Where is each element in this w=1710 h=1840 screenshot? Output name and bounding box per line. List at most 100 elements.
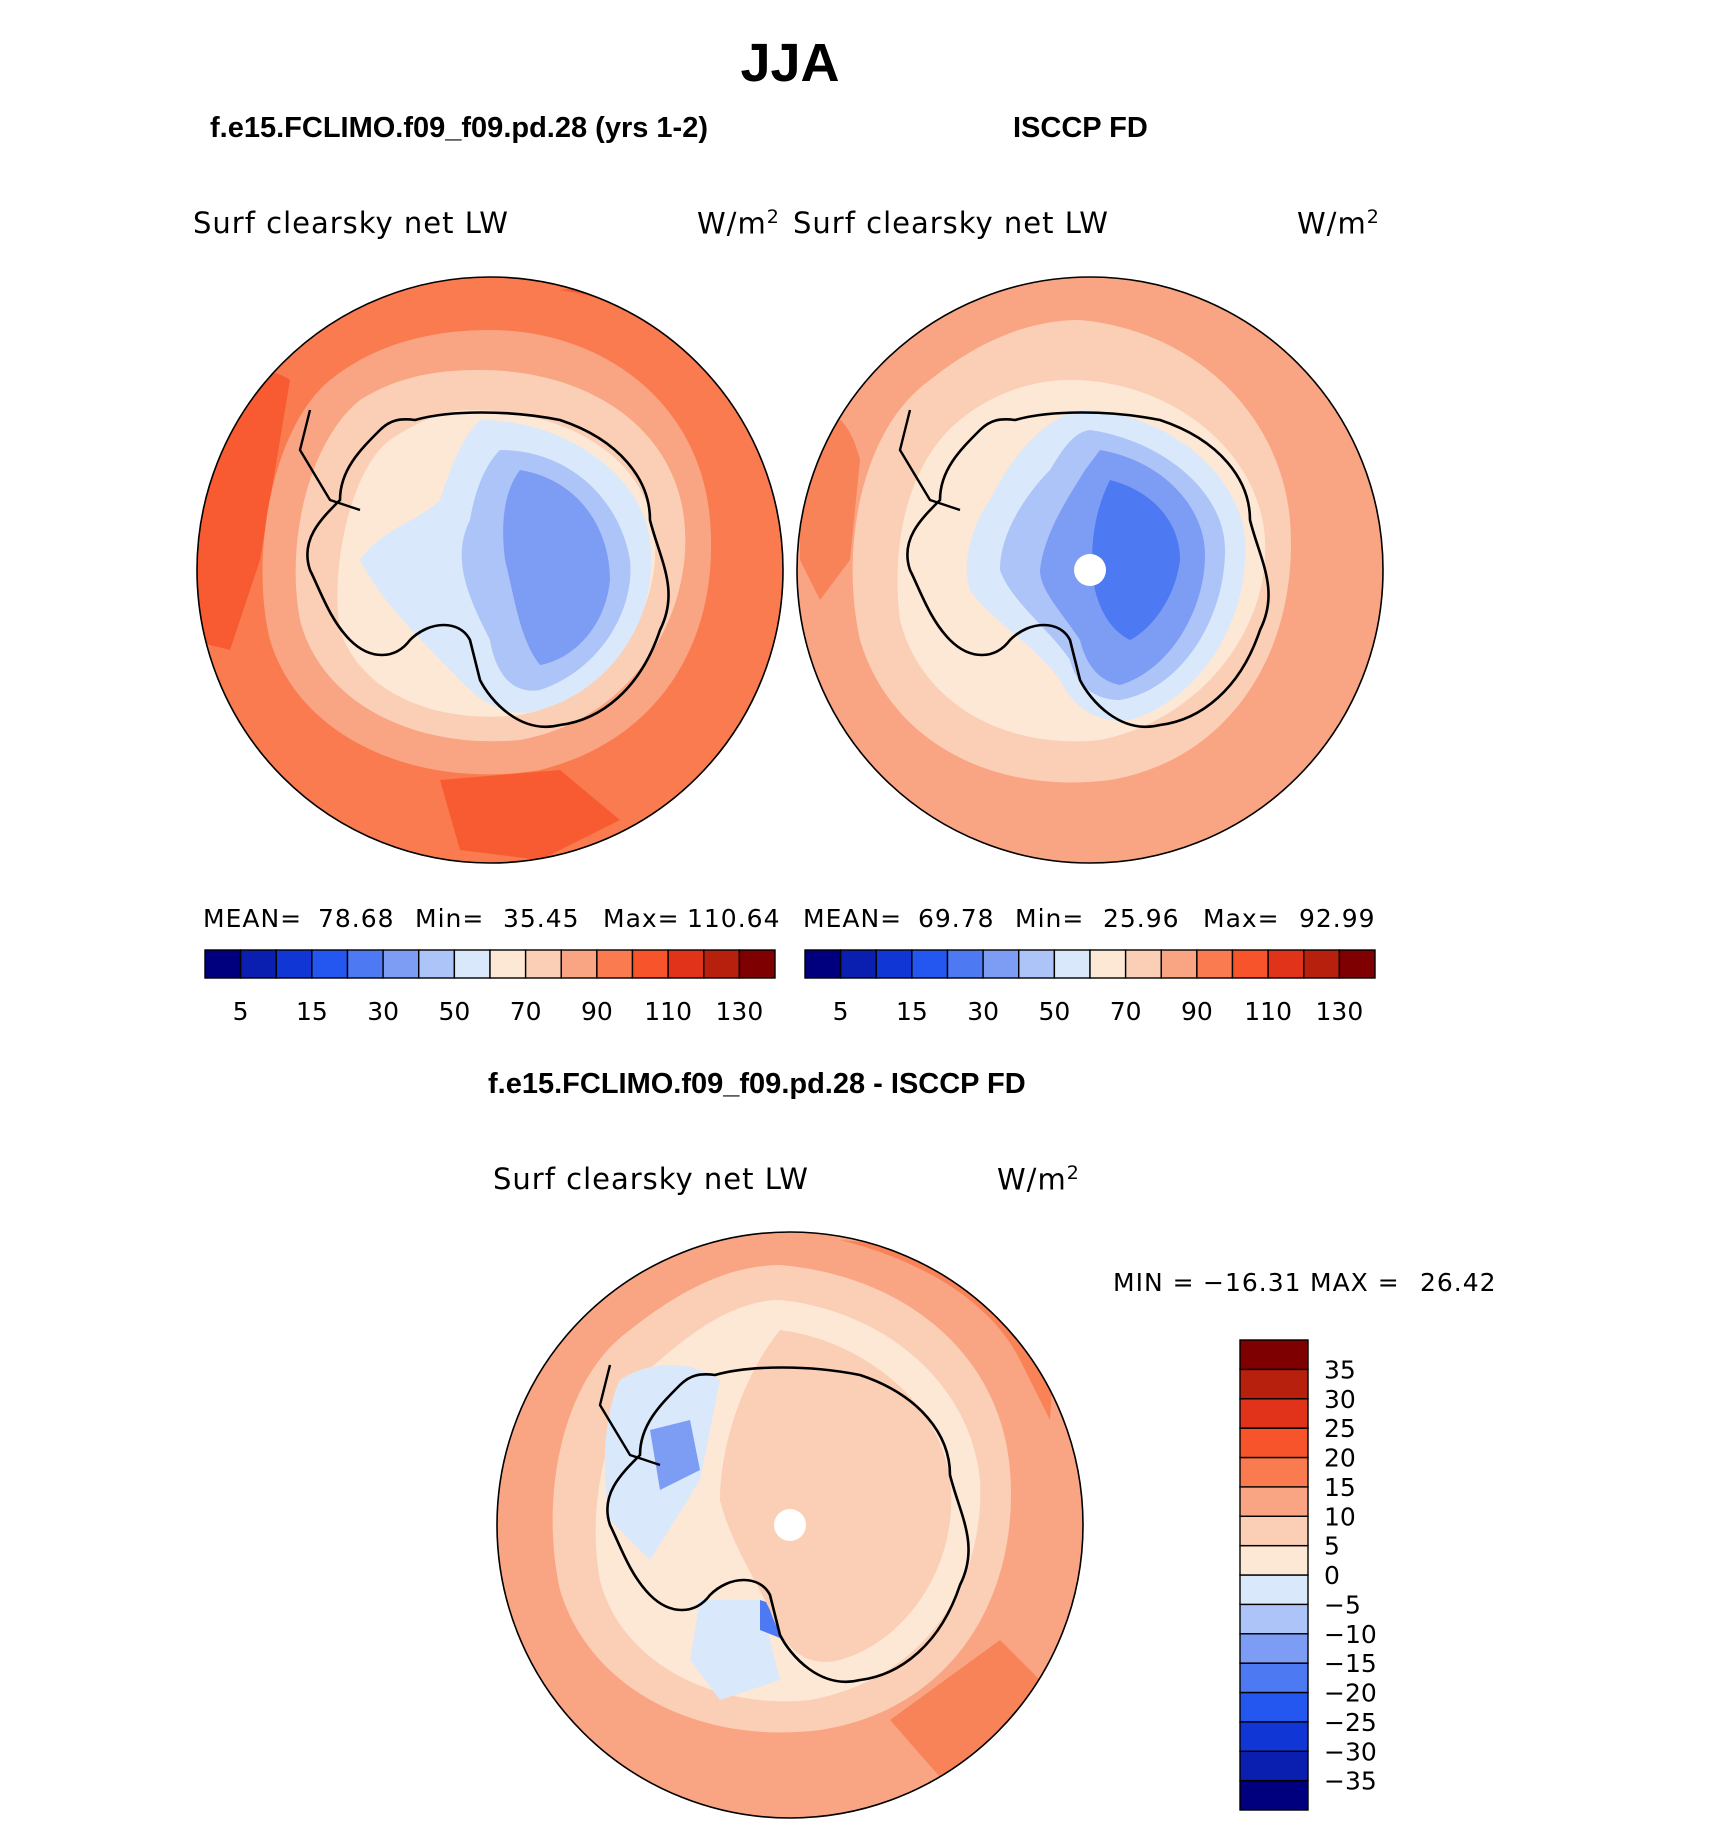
panel-1-colorbar-tick-label: 110 xyxy=(644,997,692,1026)
panel-2-colorbar-swatch xyxy=(911,949,949,979)
panel-2-colorbar-swatch xyxy=(982,949,1020,979)
panel-3-colorbar-tick-label: 20 xyxy=(1324,1444,1356,1473)
panel-3-colorbar-tick-label: −5 xyxy=(1324,1590,1361,1619)
panel-1-colorbar-swatch xyxy=(524,949,562,979)
panel-2-variable-label: Surf clearsky net LW xyxy=(793,206,1109,240)
panel-1-colorbar-swatch xyxy=(311,949,349,979)
panel-3-colorbar-swatch xyxy=(1239,1691,1309,1723)
panel-1-colorbar-swatch xyxy=(560,949,598,979)
panel-3-variable-label: Surf clearsky net LW xyxy=(493,1162,809,1196)
panel-3-colorbar-tick-label: −30 xyxy=(1324,1737,1377,1766)
panel-2-colorbar-tick-label: 15 xyxy=(896,997,928,1026)
panel-1-units: W/m2 xyxy=(697,206,780,241)
panel-3-colorbar-tick-label: 0 xyxy=(1324,1561,1340,1590)
panel-3-colorbar-swatch xyxy=(1239,1339,1309,1371)
panel-3-min-label: MIN = xyxy=(1113,1268,1195,1297)
panel-3-colorbar-swatch xyxy=(1239,1779,1309,1811)
panel-3-colorbar-tick-label: −35 xyxy=(1324,1767,1377,1796)
panel-1-colorbar-swatch xyxy=(489,949,527,979)
panel-2-min-label: Min= xyxy=(1015,904,1085,933)
panel-3-colorbar-swatch xyxy=(1239,1368,1309,1400)
panel-1-colorbar-swatch xyxy=(346,949,384,979)
panel-1-max-label: Max= xyxy=(603,904,680,933)
panel-3-colorbar-swatch xyxy=(1239,1750,1309,1782)
panel-2-colorbar-tick-label: 5 xyxy=(833,997,849,1026)
panel-3-colorbar-swatch xyxy=(1239,1721,1309,1752)
panel-2-colorbar-swatch xyxy=(1124,949,1162,979)
panel-1-colorbar-swatch xyxy=(596,949,634,979)
panel-2-colorbar-swatch xyxy=(1303,949,1341,979)
panel-2-mean-value: 69.78 xyxy=(918,904,995,933)
panel-2-colorbar-swatch xyxy=(875,949,913,979)
panel-3-colorbar-swatch xyxy=(1239,1662,1309,1694)
panel-3-colorbar-swatch xyxy=(1239,1427,1309,1459)
panel-1-variable-label: Surf clearsky net LW xyxy=(193,206,509,240)
panel-1-colorbar-swatch xyxy=(275,949,313,979)
panel-3-colorbar-swatch xyxy=(1239,1456,1309,1488)
panel-2-max-value: 92.99 xyxy=(1299,904,1376,933)
panel-3-colorbar-swatch xyxy=(1239,1574,1309,1606)
panel-1-colorbar-tick-label: 90 xyxy=(581,997,613,1026)
panel-2-colorbar-tick-label: 50 xyxy=(1038,997,1070,1026)
panel-1-colorbar-swatch xyxy=(382,949,420,979)
panel-1-colorbar-tick-label: 30 xyxy=(367,997,399,1026)
panel-1-colorbar-swatch xyxy=(631,949,669,979)
panel-1-colorbar-swatch xyxy=(667,949,705,979)
panel-2-colorbar-swatch xyxy=(1196,949,1234,979)
panel-1-mean-label: MEAN= xyxy=(203,904,303,933)
panel-2-colorbar-tick-label: 30 xyxy=(967,997,999,1026)
panel-3-colorbar-swatch xyxy=(1239,1603,1309,1635)
panel-2-units: W/m2 xyxy=(1297,206,1380,241)
panel-3-colorbar-tick-label: −25 xyxy=(1324,1708,1377,1737)
panel-1-colorbar-swatch xyxy=(703,949,741,979)
panel-1-min-label: Min= xyxy=(415,904,485,933)
panel-3-colorbar-tick-label: 25 xyxy=(1324,1414,1356,1443)
panel-2-colorbar-tick-label: 110 xyxy=(1244,997,1292,1026)
panel-1-colorbar-swatch xyxy=(239,949,277,979)
panel-2-colorbar-swatch xyxy=(1053,949,1091,979)
panel-2-colorbar-tick-label: 130 xyxy=(1316,997,1364,1026)
panel-2-min-value: 25.96 xyxy=(1103,904,1180,933)
panel-3-max-label: MAX = xyxy=(1310,1268,1400,1297)
panel-3-colorbar-swatch xyxy=(1239,1398,1309,1429)
panel-1-colorbar-tick-label: 130 xyxy=(716,997,764,1026)
panel-3-colorbar-tick-label: 15 xyxy=(1324,1473,1356,1502)
panel-2-colorbar-swatch xyxy=(1018,949,1056,979)
panel-1-colorbar-swatch xyxy=(204,949,242,979)
panel-2-case-title: ISCCP FD xyxy=(1013,112,1148,144)
panel-3-map xyxy=(497,1232,1083,1818)
panel-1-max-value: 110.64 xyxy=(687,904,781,933)
panel-2-colorbar-swatch xyxy=(1160,949,1198,979)
panel-3-colorbar-tick-label: 30 xyxy=(1324,1385,1356,1414)
panel-3-min-value: −16.31 xyxy=(1203,1268,1302,1297)
panel-3-colorbar-tick-label: −20 xyxy=(1324,1679,1377,1708)
panel-3-colorbar-tick-label: 5 xyxy=(1324,1532,1340,1561)
panel-3-colorbar-tick-label: 35 xyxy=(1324,1355,1356,1384)
panel-2-map xyxy=(797,277,1383,863)
panel-1-colorbar-tick-label: 15 xyxy=(296,997,328,1026)
panel-1-min-value: 35.45 xyxy=(503,904,580,933)
panel-2-colorbar-swatch xyxy=(1089,949,1127,979)
panel-3-case-title: f.e15.FCLIMO.f09_f09.pd.28 - ISCCP FD xyxy=(488,1068,1026,1100)
panel-3-colorbar-swatch xyxy=(1239,1633,1309,1664)
panel-2-colorbar-swatch xyxy=(1267,949,1305,979)
panel-1-colorbar-swatch xyxy=(453,949,491,979)
panel-2-colorbar: 5 15 30 50 70 90 110 130 xyxy=(804,949,1376,1026)
panel-1-map xyxy=(197,277,783,863)
panel-1-colorbar-tick-label: 5 xyxy=(233,997,249,1026)
panel-2-max-label: Max= xyxy=(1203,904,1280,933)
panel-1-colorbar-tick-label: 70 xyxy=(510,997,542,1026)
panel-3-colorbar-swatch xyxy=(1239,1515,1309,1547)
panel-2-colorbar-swatch xyxy=(1338,949,1376,979)
panel-3-colorbar-tick-label: −15 xyxy=(1324,1649,1377,1678)
panel-3-colorbar-swatch xyxy=(1239,1544,1309,1576)
panel-2-colorbar-swatch xyxy=(804,949,842,979)
panel-2-colorbar-tick-label: 90 xyxy=(1181,997,1213,1026)
panel-3-colorbar-swatch xyxy=(1239,1486,1309,1517)
panel-2-mean-label: MEAN= xyxy=(803,904,903,933)
panel-3-max-value: 26.42 xyxy=(1420,1268,1497,1297)
panel-2-colorbar-swatch xyxy=(1231,949,1269,979)
panel-2-colorbar-swatch xyxy=(946,949,984,979)
panel-3-units: W/m2 xyxy=(997,1162,1080,1197)
